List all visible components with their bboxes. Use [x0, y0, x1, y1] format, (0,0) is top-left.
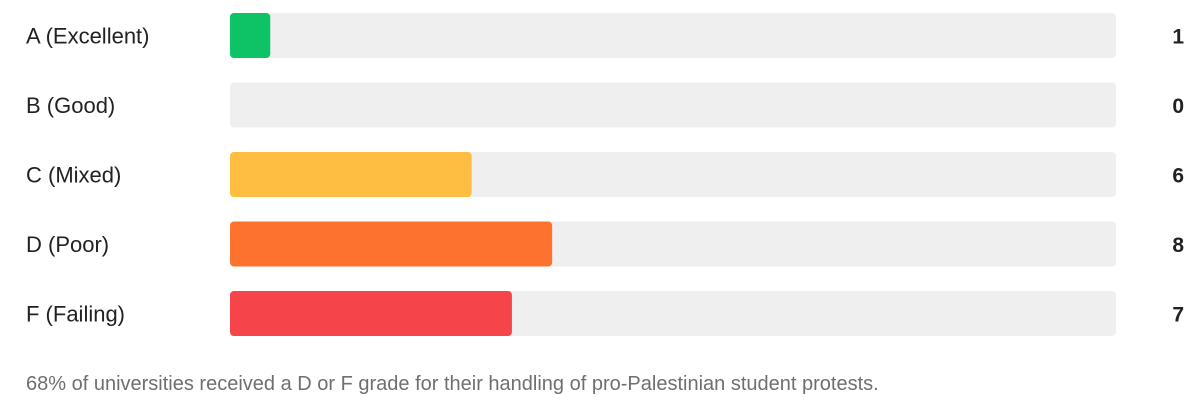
value-label: 0: [1172, 95, 1184, 118]
bar-row-b-good: B (Good) 0: [26, 82, 1184, 128]
category-label: F (Failing): [26, 302, 125, 327]
bar-f-failing: [230, 291, 512, 336]
bar-d-poor: [230, 221, 553, 267]
value-label: 8: [1172, 234, 1184, 257]
category-label: C (Mixed): [26, 163, 121, 188]
bar-row-a-excellent: A (Excellent) 1: [26, 13, 1184, 58]
category-label: B (Good): [26, 93, 115, 118]
bar-track: [230, 13, 1116, 58]
category-label: A (Excellent): [26, 24, 150, 49]
bar-row-c-mixed: C (Mixed) 6: [26, 152, 1184, 197]
bar-track: [230, 82, 1116, 128]
bar-row-d-poor: D (Poor) 8: [26, 221, 1184, 267]
bar-row-f-failing: F (Failing) 7: [26, 291, 1184, 336]
value-label: 7: [1172, 304, 1184, 327]
value-label: 6: [1172, 165, 1184, 188]
bar-a-excellent: [230, 13, 271, 58]
value-label: 1: [1172, 26, 1184, 49]
chart-footnote: 68% of universities received a D or F gr…: [26, 373, 879, 395]
category-label: D (Poor): [26, 232, 109, 257]
bar-c-mixed: [230, 152, 472, 197]
